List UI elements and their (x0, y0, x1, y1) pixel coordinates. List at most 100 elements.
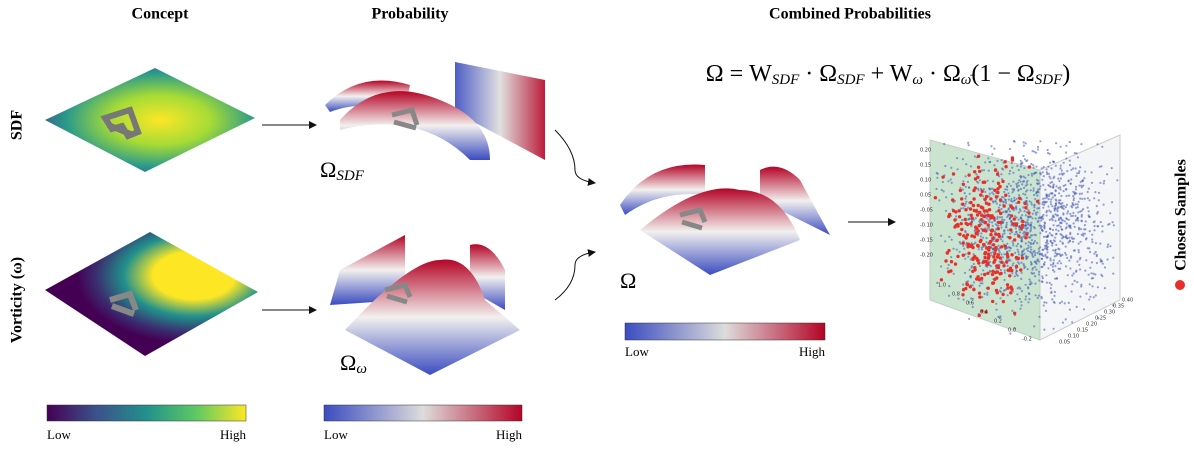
point (1023, 202, 1026, 205)
point (1034, 172, 1036, 174)
point (1104, 266, 1106, 268)
point (1060, 226, 1062, 228)
point (1062, 322, 1064, 324)
point (1049, 257, 1051, 259)
point (960, 243, 962, 245)
formula-subscript: ω (912, 72, 923, 88)
point (1042, 198, 1044, 200)
point (1021, 214, 1023, 216)
point (1031, 234, 1033, 236)
point (1027, 174, 1029, 176)
point (952, 248, 954, 250)
point (1055, 244, 1057, 246)
point (1045, 231, 1047, 233)
decor (45, 62, 1185, 421)
point (974, 177, 977, 180)
omega: Ω (340, 350, 356, 375)
point (1080, 143, 1082, 145)
point (1003, 279, 1005, 281)
point (1081, 216, 1083, 218)
point (1070, 215, 1072, 217)
point (1021, 224, 1024, 227)
omega-label: Ωω (340, 350, 367, 377)
point (1036, 200, 1039, 203)
point (1018, 197, 1021, 200)
point (1008, 199, 1010, 201)
point (1074, 280, 1076, 282)
point (1027, 247, 1029, 249)
point (958, 233, 961, 236)
point (992, 225, 994, 227)
point (1069, 309, 1071, 311)
point (948, 264, 950, 266)
point (1020, 301, 1022, 303)
point (1065, 318, 1067, 320)
point (996, 187, 999, 190)
point (1001, 235, 1003, 237)
point (1030, 242, 1032, 244)
point (1089, 267, 1091, 269)
point (1068, 195, 1070, 197)
point (978, 248, 980, 250)
point (1025, 284, 1027, 286)
point (1069, 267, 1071, 269)
point (1027, 250, 1029, 252)
point (1021, 183, 1023, 185)
point (991, 237, 994, 240)
point (1017, 243, 1019, 245)
point (1037, 190, 1039, 192)
point (1054, 265, 1056, 267)
point (1053, 259, 1055, 261)
formula-subscript: SDF (772, 72, 800, 88)
point (980, 273, 982, 275)
point (965, 163, 967, 165)
point (1008, 274, 1011, 277)
point (1035, 261, 1037, 263)
point (1032, 243, 1034, 245)
point (1007, 269, 1010, 272)
point (950, 178, 952, 180)
point (1000, 269, 1002, 271)
point (1005, 226, 1007, 228)
point (1072, 204, 1074, 206)
point (963, 248, 965, 250)
point (1081, 180, 1083, 182)
header: Probability (371, 6, 448, 23)
point (1082, 185, 1084, 187)
point (1072, 212, 1074, 214)
colorbar-label: Low (324, 427, 348, 442)
point (1008, 208, 1010, 210)
point (1065, 285, 1067, 287)
point (1061, 202, 1063, 204)
point (1030, 201, 1032, 203)
point (999, 297, 1001, 299)
point (1079, 257, 1081, 259)
point (974, 242, 976, 244)
point (975, 217, 977, 219)
point (978, 170, 981, 173)
point (1054, 250, 1056, 252)
point (999, 198, 1002, 201)
point (1032, 213, 1034, 215)
point (1023, 167, 1025, 169)
point (978, 211, 981, 214)
point (1024, 206, 1027, 209)
point (984, 293, 986, 295)
point (1099, 243, 1101, 245)
point (1003, 191, 1005, 193)
point (1101, 230, 1103, 232)
point (1060, 195, 1062, 197)
point (1050, 201, 1052, 203)
point (1053, 176, 1055, 178)
point (981, 248, 983, 250)
point (1038, 271, 1040, 273)
point (1078, 172, 1080, 174)
point (1050, 287, 1052, 289)
point (1095, 242, 1097, 244)
point (1034, 227, 1036, 229)
point (1059, 253, 1061, 255)
point (1085, 293, 1087, 295)
point (1054, 237, 1056, 239)
point (1069, 160, 1071, 162)
point (995, 309, 997, 311)
